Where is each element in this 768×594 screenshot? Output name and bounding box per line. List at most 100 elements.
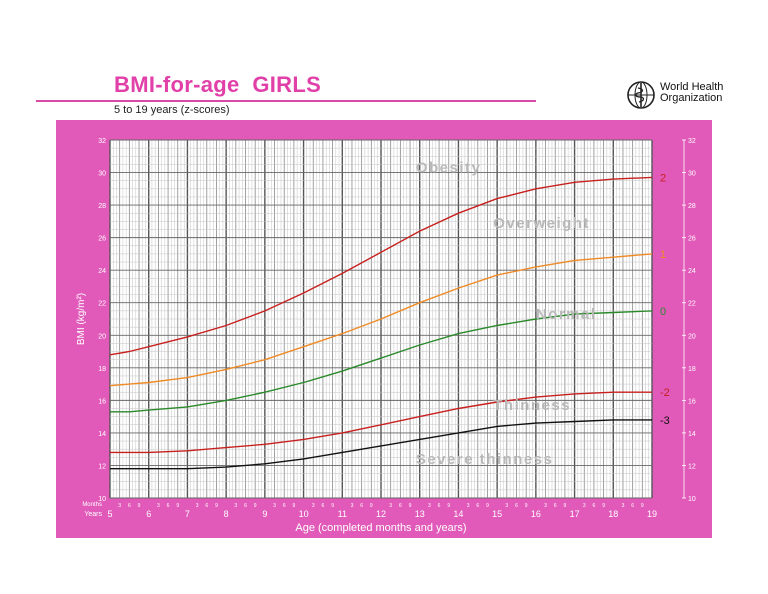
y-tick-left-10: 30 <box>98 171 106 178</box>
month-tick-label: 9 <box>525 503 528 509</box>
month-tick-label: 3 <box>622 503 625 509</box>
month-tick-label: 9 <box>602 503 605 509</box>
x-tick-label-14: 19 <box>647 509 657 519</box>
zone-label-1: Overweight <box>493 215 590 232</box>
y-tick-left-9: 28 <box>98 203 106 210</box>
y-tick-left-6: 22 <box>98 301 106 308</box>
x-tick-label-5: 10 <box>299 509 309 519</box>
month-tick-label: 9 <box>564 503 567 509</box>
month-tick-label: 3 <box>467 503 470 509</box>
y-tick-right-10: 30 <box>688 171 696 178</box>
who-emblem-icon <box>627 81 655 109</box>
zone-label-2: Normal <box>536 306 597 323</box>
month-tick-label: 9 <box>370 503 373 509</box>
month-tick-label: 3 <box>273 503 276 509</box>
month-tick-label: 3 <box>389 503 392 509</box>
month-tick-label: 9 <box>138 503 141 509</box>
y-tick-right-9: 28 <box>688 203 696 210</box>
page-title: BMI-for-age GIRLS <box>114 72 322 97</box>
row-label-months: Months <box>82 502 102 508</box>
month-tick-label: 6 <box>476 503 479 509</box>
x-tick-label-6: 11 <box>338 509 347 519</box>
series-label-1: 1 <box>660 249 666 261</box>
month-tick-label: 6 <box>167 503 170 509</box>
month-tick-label: 3 <box>583 503 586 509</box>
x-tick-label-11: 16 <box>531 509 541 519</box>
x-tick-label-2: 7 <box>185 509 190 519</box>
x-tick-label-0: 5 <box>107 509 112 519</box>
y-tick-right-11: 32 <box>688 138 696 145</box>
zone-label-4: Severe thinness <box>416 451 554 468</box>
series-line-0 <box>109 176 653 356</box>
row-label-years: Years <box>84 511 102 518</box>
x-tick-label-1: 6 <box>146 509 151 519</box>
y-tick-left-11: 32 <box>98 138 106 145</box>
y-tick-right-0: 10 <box>688 496 696 503</box>
month-tick-label: 6 <box>593 503 596 509</box>
series-line-2 <box>110 310 653 413</box>
y-tick-left-7: 24 <box>98 268 106 275</box>
month-tick-label: 9 <box>331 503 334 509</box>
zone-label-3: Thinness <box>493 397 571 414</box>
zone-label-0: Obesity <box>416 160 482 177</box>
series-label-3: -2 <box>660 387 670 399</box>
x-tick-label-10: 15 <box>492 509 502 519</box>
x-tick-label-3: 8 <box>224 509 229 519</box>
month-tick-label: 9 <box>254 503 257 509</box>
month-tick-label: 6 <box>244 503 247 509</box>
organization-name: World Health Organization <box>660 82 723 104</box>
month-tick-label: 3 <box>196 503 199 509</box>
month-tick-label: 9 <box>486 503 489 509</box>
x-tick-label-12: 17 <box>570 509 580 519</box>
month-tick-label: 6 <box>283 503 286 509</box>
x-tick-label-9: 14 <box>453 509 463 519</box>
title-rule <box>36 100 536 102</box>
y-axis-label: BMI (kg/m²) <box>76 293 87 345</box>
month-tick-label: 6 <box>322 503 325 509</box>
org-line-2: Organization <box>660 92 723 104</box>
series-line-1 <box>109 253 653 387</box>
month-tick-label: 9 <box>293 503 296 509</box>
month-tick-label: 3 <box>118 503 121 509</box>
month-tick-label: 3 <box>505 503 508 509</box>
month-tick-label: 6 <box>515 503 518 509</box>
bmi-chart: Obesity Overweight Normal Thinness Severe th… <box>56 120 712 538</box>
y-tick-left-1: 12 <box>98 463 106 470</box>
series-label-2: 0 <box>660 306 666 318</box>
month-tick-label: 6 <box>360 503 363 509</box>
month-tick-label: 3 <box>351 503 354 509</box>
month-tick-label: 3 <box>234 503 237 509</box>
x-tick-label-13: 18 <box>608 509 618 519</box>
month-tick-label: 6 <box>554 503 557 509</box>
series-line-3 <box>110 391 652 454</box>
x-tick-label-4: 9 <box>262 509 267 519</box>
month-tick-label: 9 <box>641 503 644 509</box>
page-subtitle: 5 to 19 years (z-scores) <box>114 104 230 116</box>
y-tick-left-4: 18 <box>98 366 106 373</box>
month-tick-label: 3 <box>312 503 315 509</box>
org-line-1: World Health <box>660 81 724 93</box>
y-tick-left-0: 10 <box>98 496 106 503</box>
month-tick-label: 3 <box>157 503 160 509</box>
month-tick-label: 3 <box>428 503 431 509</box>
y-tick-right-2: 14 <box>688 431 696 438</box>
y-tick-left-3: 16 <box>98 398 106 405</box>
month-tick-label: 9 <box>447 503 450 509</box>
x-tick-label-8: 13 <box>415 509 425 519</box>
y-tick-left-2: 14 <box>98 431 106 438</box>
x-axis-label: Age (completed months and years) <box>295 522 466 534</box>
y-tick-right-3: 16 <box>688 398 696 405</box>
month-tick-label: 6 <box>128 503 131 509</box>
month-tick-label: 9 <box>409 503 412 509</box>
y-tick-right-4: 18 <box>688 366 696 373</box>
y-tick-left-8: 26 <box>98 236 106 243</box>
y-tick-right-1: 12 <box>688 463 696 470</box>
month-tick-label: 6 <box>205 503 208 509</box>
y-tick-right-8: 26 <box>688 236 696 243</box>
y-tick-right-7: 24 <box>688 268 696 275</box>
series-line-4 <box>110 419 652 470</box>
series-label-0: 2 <box>660 172 666 184</box>
month-tick-label: 6 <box>399 503 402 509</box>
y-tick-right-5: 20 <box>688 333 696 340</box>
month-tick-label: 3 <box>544 503 547 509</box>
